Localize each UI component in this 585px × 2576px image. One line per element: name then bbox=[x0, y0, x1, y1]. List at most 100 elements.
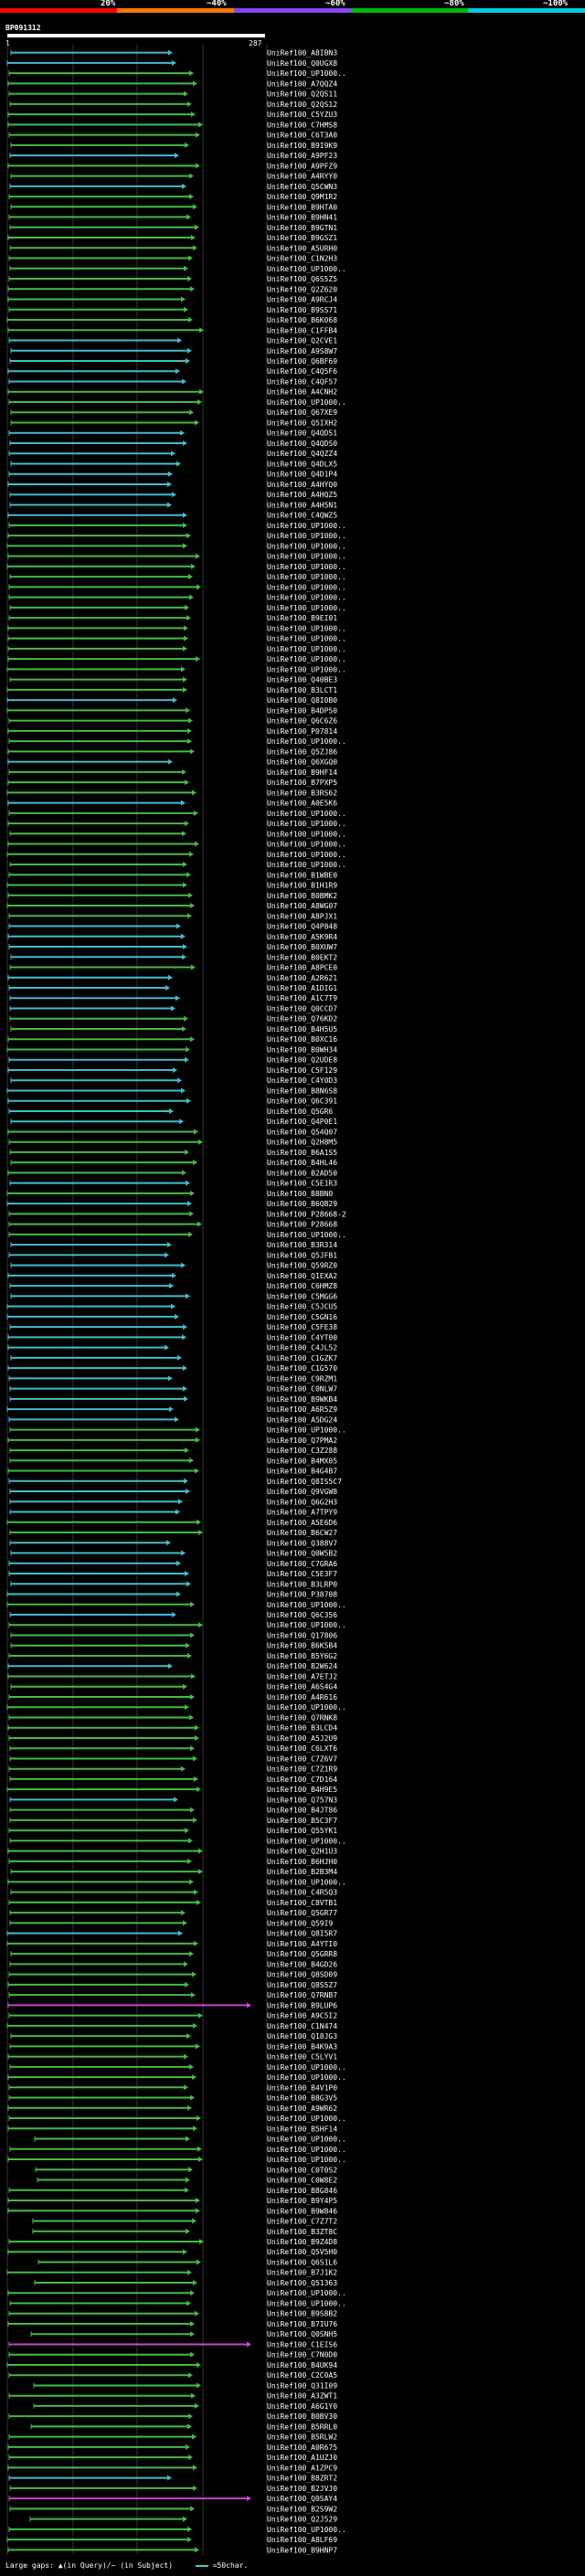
hit-row[interactable]: UniRef100_A6R5Z9 bbox=[6, 1405, 337, 1414]
hit-row[interactable]: UniRef100_Q2CVE1 bbox=[8, 337, 337, 345]
hit-row[interactable]: UniRef100_B3RS62 bbox=[6, 789, 337, 797]
hit-label[interactable]: UniRef100_UP1000.. bbox=[267, 573, 346, 581]
hit-row[interactable]: UniRef100_C1N2H3 bbox=[8, 255, 337, 263]
hit-row[interactable]: UniRef100_A5J2U9 bbox=[8, 1734, 337, 1743]
hit-label[interactable]: UniRef100_Q6C6Z6 bbox=[267, 717, 337, 726]
hit-label[interactable]: UniRef100_C4QF57 bbox=[267, 377, 337, 386]
hit-label[interactable]: UniRef100_C5JCU5 bbox=[267, 1303, 337, 1311]
hit-row[interactable]: UniRef100_UP1000.. bbox=[8, 1621, 346, 1629]
hit-label[interactable]: UniRef100_C5FE38 bbox=[267, 1323, 337, 1331]
hit-row[interactable]: UniRef100_A4H5N1 bbox=[9, 501, 337, 509]
hit-row[interactable]: UniRef100_A1DIG1 bbox=[8, 984, 337, 992]
hit-label[interactable]: UniRef100_Q2QS12 bbox=[267, 101, 337, 109]
hit-label[interactable]: UniRef100_UP1000.. bbox=[267, 2289, 346, 2297]
hit-label[interactable]: UniRef100_UP1000.. bbox=[267, 594, 346, 602]
hit-row[interactable]: UniRef100_C3Z288 bbox=[9, 1447, 337, 1455]
hit-label[interactable]: UniRef100_Q0W5B2 bbox=[267, 1550, 337, 1558]
hit-row[interactable]: UniRef100_UP1000.. bbox=[7, 645, 346, 653]
hit-label[interactable]: UniRef100_Q6C391 bbox=[267, 1097, 337, 1106]
hit-row[interactable]: UniRef100_B7J1K2 bbox=[6, 2269, 337, 2277]
hit-label[interactable]: UniRef100_B9W846 bbox=[267, 2207, 337, 2215]
hit-label[interactable]: UniRef100_B6QB29 bbox=[267, 1200, 337, 1208]
hit-row[interactable]: UniRef100_B7PXP5 bbox=[7, 779, 337, 787]
hit-label[interactable]: UniRef100_A0E5K6 bbox=[267, 800, 337, 808]
hit-label[interactable]: UniRef100_B6K5B4 bbox=[267, 1642, 337, 1650]
hit-label[interactable]: UniRef100_B4DP50 bbox=[267, 706, 337, 715]
hit-row[interactable]: UniRef100_UP1000.. bbox=[7, 820, 346, 828]
hit-label[interactable]: UniRef100_A6R5Z9 bbox=[267, 1405, 337, 1414]
hit-label[interactable]: UniRef100_Q67XE9 bbox=[267, 408, 337, 417]
hit-label[interactable]: UniRef100_UP1000.. bbox=[267, 553, 346, 561]
hit-row[interactable]: UniRef100_Q6C391 bbox=[7, 1097, 337, 1106]
hit-label[interactable]: UniRef100_UP1000.. bbox=[267, 820, 346, 828]
hit-row[interactable]: UniRef100_A1UZJ0 bbox=[8, 2454, 337, 2462]
hit-row[interactable]: UniRef100_Q0SAY4 bbox=[8, 2495, 337, 2503]
hit-label[interactable]: UniRef100_B2JVJ0 bbox=[267, 2485, 337, 2493]
hit-row[interactable]: UniRef100_B2JVJ0 bbox=[9, 2485, 337, 2493]
hit-row[interactable]: UniRef100_UP1000.. bbox=[7, 635, 346, 643]
hit-label[interactable]: UniRef100_B4G4B7 bbox=[267, 1468, 337, 1476]
hit-label[interactable]: UniRef100_UP1000.. bbox=[267, 810, 346, 818]
hit-label[interactable]: UniRef100_B8G3V5 bbox=[267, 2094, 337, 2103]
hit-label[interactable]: UniRef100_A0R675 bbox=[267, 2443, 337, 2452]
hit-row[interactable]: UniRef100_P28668-2 bbox=[8, 1210, 346, 1218]
hit-label[interactable]: UniRef100_A6S4G4 bbox=[267, 1683, 337, 1691]
hit-row[interactable]: UniRef100_Q4QDS1 bbox=[8, 429, 337, 438]
hit-row[interactable]: UniRef100_A9RCJ4 bbox=[7, 296, 337, 304]
hit-label[interactable]: UniRef100_UP1000.. bbox=[267, 655, 346, 663]
hit-row[interactable]: UniRef100_B2S9W2 bbox=[9, 2505, 337, 2513]
hit-label[interactable]: UniRef100_A1UZJ0 bbox=[267, 2454, 337, 2462]
hit-label[interactable]: UniRef100_B4UK94 bbox=[267, 2361, 337, 2369]
hit-row[interactable]: UniRef100_UP1000.. bbox=[6, 542, 346, 550]
hit-row[interactable]: UniRef100_UP1000.. bbox=[9, 2299, 346, 2307]
hit-label[interactable]: UniRef100_C8VTB1 bbox=[267, 1899, 337, 1907]
hit-row[interactable]: UniRef100_UP1000.. bbox=[8, 2526, 346, 2534]
hit-row[interactable]: UniRef100_Q2QS11 bbox=[8, 90, 337, 99]
hit-row[interactable]: UniRef100_B6K068 bbox=[6, 316, 337, 324]
hit-label[interactable]: UniRef100_Q5JFB1 bbox=[267, 1251, 337, 1259]
hit-row[interactable]: UniRef100_C5FE38 bbox=[9, 1323, 337, 1331]
hit-row[interactable]: UniRef100_C4QWZ5 bbox=[7, 512, 337, 520]
hit-label[interactable]: UniRef100_B9S8B2 bbox=[267, 2310, 337, 2318]
hit-row[interactable]: UniRef100_C5JCU5 bbox=[6, 1303, 337, 1311]
hit-row[interactable]: UniRef100_UP1000.. bbox=[9, 2063, 346, 2072]
hit-row[interactable]: UniRef100_Q67XE9 bbox=[10, 408, 337, 417]
hit-label[interactable]: UniRef100_A3ZWT1 bbox=[267, 2392, 337, 2401]
hit-row[interactable]: UniRef100_Q31I09 bbox=[33, 2381, 337, 2390]
hit-label[interactable]: UniRef100_A4YTI0 bbox=[267, 1940, 337, 1948]
hit-label[interactable]: UniRef100_B1WBE0 bbox=[267, 871, 337, 879]
hit-row[interactable]: UniRef100_P07814 bbox=[7, 727, 337, 736]
hit-label[interactable]: UniRef100_A4H5N1 bbox=[267, 501, 337, 509]
hit-label[interactable]: UniRef100_A1DIG1 bbox=[267, 984, 337, 992]
hit-row[interactable]: UniRef100_P28668 bbox=[8, 1221, 337, 1229]
hit-label[interactable]: UniRef100_C6LXT6 bbox=[267, 1744, 337, 1753]
hit-label[interactable]: UniRef100_C7Z6V7 bbox=[267, 1754, 337, 1763]
hit-label[interactable]: UniRef100_B4GD26 bbox=[267, 1960, 337, 1968]
hit-label[interactable]: UniRef100_UP1000.. bbox=[267, 1703, 346, 1712]
hit-label[interactable]: UniRef100_C5F129 bbox=[267, 1066, 337, 1075]
hit-row[interactable]: UniRef100_A5E6D6 bbox=[6, 1519, 337, 1527]
hit-row[interactable]: UniRef100_Q6C6Z6 bbox=[8, 717, 337, 726]
hit-row[interactable]: UniRef100_C4YT00 bbox=[7, 1333, 337, 1341]
hit-label[interactable]: UniRef100_C6T3A0 bbox=[267, 132, 337, 140]
hit-label[interactable]: UniRef100_B8BN0 bbox=[267, 1190, 333, 1198]
hit-row[interactable]: UniRef100_UP1000.. bbox=[7, 624, 346, 632]
hit-row[interactable]: UniRef100_UP1000.. bbox=[8, 69, 346, 78]
hit-row[interactable]: UniRef100_C4Y0D3 bbox=[10, 1076, 337, 1085]
hit-row[interactable]: UniRef100_Q2H1U3 bbox=[7, 1848, 337, 1856]
hit-label[interactable]: UniRef100_B9Y4P5 bbox=[267, 2197, 337, 2205]
hit-label[interactable]: UniRef100_C1G570 bbox=[267, 1364, 337, 1373]
hit-row[interactable]: UniRef100_A9PF23 bbox=[9, 152, 337, 160]
hit-label[interactable]: UniRef100_C5LYV1 bbox=[267, 2053, 337, 2062]
hit-row[interactable]: UniRef100_A3ZWT1 bbox=[8, 2392, 337, 2401]
hit-row[interactable]: UniRef100_B9HTA0 bbox=[10, 203, 337, 211]
hit-row[interactable]: UniRef100_C6T3A0 bbox=[8, 132, 337, 140]
hit-label[interactable]: UniRef100_B8G846 bbox=[267, 2187, 337, 2195]
hit-row[interactable]: UniRef100_A8WG07 bbox=[6, 902, 337, 910]
hit-label[interactable]: UniRef100_Q8SD09 bbox=[267, 1971, 337, 1979]
hit-row[interactable]: UniRef100_B8ZRT2 bbox=[8, 2475, 337, 2483]
hit-label[interactable]: UniRef100_B5RLW2 bbox=[267, 2433, 337, 2442]
hit-row[interactable]: UniRef100_C7Z1R9 bbox=[8, 1765, 337, 1774]
hit-row[interactable]: UniRef100_Q0SNH5 bbox=[30, 2330, 337, 2338]
hit-label[interactable]: UniRef100_Q2H8M5 bbox=[267, 1139, 337, 1147]
